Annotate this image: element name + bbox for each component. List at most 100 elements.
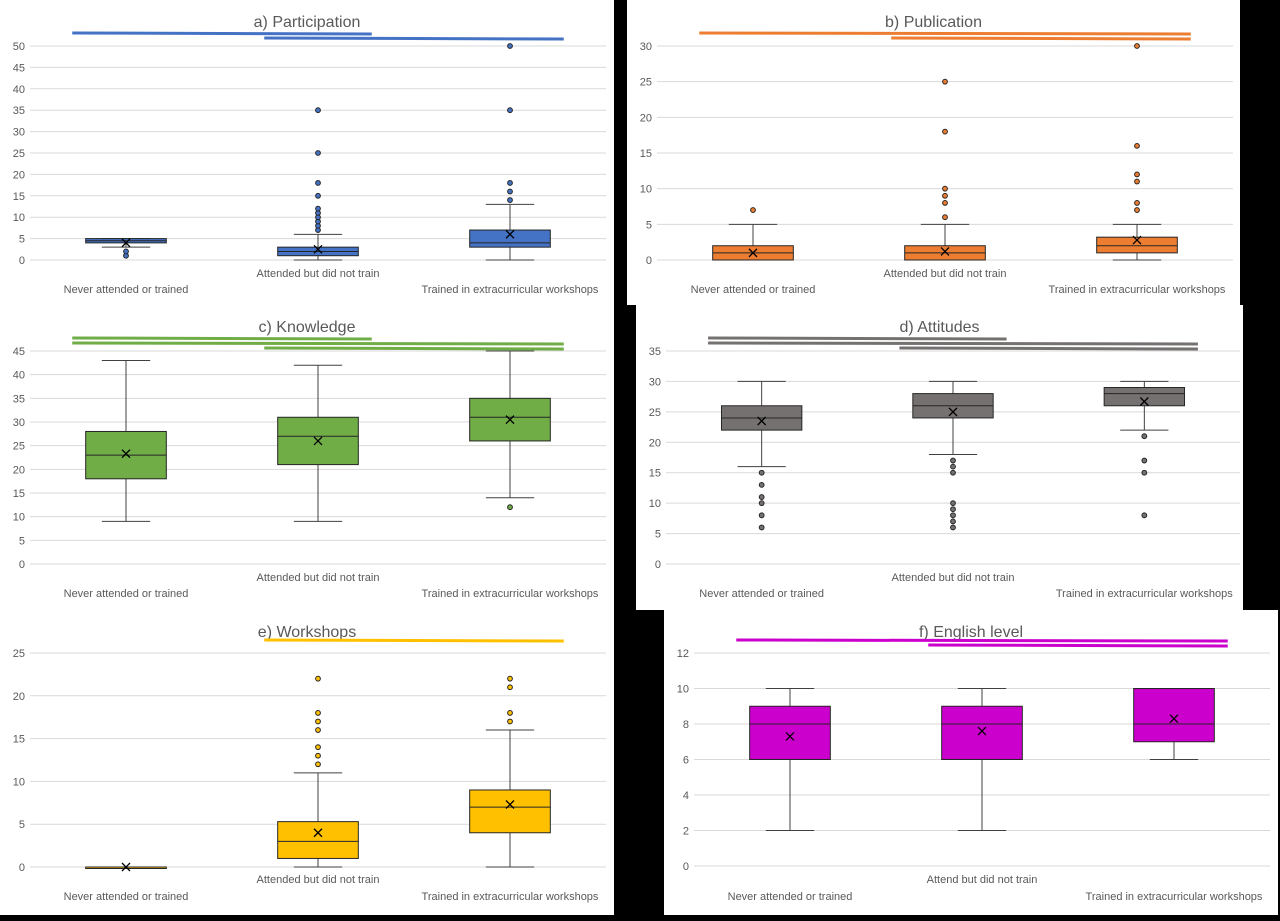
significance-line (72, 31, 372, 36)
outlier-point (758, 469, 765, 476)
y-tick-label: 50 (13, 41, 25, 53)
y-tick-label: 25 (640, 77, 652, 89)
box-1 (85, 238, 167, 259)
outlier-point (758, 481, 765, 488)
category-label: Attended but did not train (257, 874, 380, 886)
box-body (941, 705, 1023, 760)
box-3 (469, 43, 551, 261)
y-tick-label: 12 (677, 648, 689, 660)
mean-marker (313, 436, 323, 446)
box-body (1133, 688, 1215, 743)
box-1 (85, 359, 167, 522)
outlier-point (315, 192, 321, 199)
y-tick-label: 35 (649, 346, 661, 358)
box-body (1096, 236, 1178, 254)
mean-marker (748, 248, 758, 258)
category-label: Attend but did not train (927, 874, 1038, 886)
panel-knowledge: c) Knowledge 0 5 10 15 20 25 30 35 40 45 Never atte… (0, 305, 614, 610)
mean-marker (313, 244, 323, 254)
y-tick-label: 5 (655, 529, 661, 541)
chart-title: c) Knowledge (259, 319, 356, 336)
y-tick-label: 30 (649, 376, 661, 388)
box-3 (1103, 380, 1186, 519)
y-tick-label: 5 (19, 535, 25, 547)
y-tick-label: 15 (13, 191, 25, 203)
category-label: Never attended or trained (64, 588, 189, 600)
outlier-point (1134, 178, 1140, 185)
box-body (1103, 387, 1186, 407)
chart-f-svg: f) English level 0 2 4 6 8 10 12 Never attended … (677, 624, 1270, 903)
category-label: Never attended or trained (64, 284, 189, 296)
outlier-point (507, 710, 513, 716)
category-label: Never attended or trained (64, 891, 189, 903)
outlier-point (950, 463, 956, 470)
box-3 (469, 675, 551, 868)
y-tick-label: 20 (13, 464, 25, 476)
y-tick-label: 15 (13, 488, 25, 500)
box-body (277, 821, 359, 859)
outlier-point (315, 718, 321, 725)
category-label: Trained in extracurricular workshops (1056, 588, 1233, 600)
outlier-point (315, 727, 321, 733)
outlier-point (950, 512, 956, 519)
y-tick-label: 25 (13, 648, 25, 660)
category-label: Trained in extracurricular workshops (422, 284, 599, 296)
box-2 (277, 107, 359, 261)
mean-marker (121, 449, 131, 459)
box-2 (941, 688, 1023, 831)
mean-marker (505, 800, 515, 809)
box-body (749, 705, 831, 760)
y-tick-label: 45 (13, 346, 25, 358)
outlier-point (507, 43, 513, 49)
mean-marker (1132, 235, 1142, 245)
chart-e-svg: e) Workshops 0 5 10 15 20 25 Never attended or … (13, 624, 606, 903)
y-tick-label: 0 (19, 862, 25, 874)
panel-attitudes: d) Attitudes 0 5 10 15 20 25 30 35 Never attended… (636, 305, 1243, 610)
chart-a-svg: a) Participation 0 5 10 15 20 25 30 35 40 45 50 Neve… (13, 14, 606, 296)
mean-marker (121, 238, 131, 248)
box-2 (912, 380, 994, 531)
y-tick-label: 5 (19, 234, 25, 246)
category-label: Attended but did not train (257, 268, 380, 280)
significance-line (264, 346, 564, 351)
y-tick-label: 15 (13, 734, 25, 746)
y-tick-label: 10 (649, 498, 661, 510)
chart-title: a) Participation (254, 14, 361, 31)
y-tick-label: 10 (640, 184, 652, 196)
outlier-point (942, 214, 948, 221)
outlier-point (1141, 457, 1148, 464)
chart-title: e) Workshops (258, 624, 356, 641)
outlier-point (507, 675, 513, 682)
outlier-point (315, 107, 321, 114)
significance-line (72, 341, 564, 346)
significance-line (72, 336, 372, 341)
y-tick-label: 10 (13, 212, 25, 224)
mean-marker (948, 407, 958, 417)
chart-d-svg: d) Attitudes 0 5 10 15 20 25 30 35 Never attended… (649, 319, 1240, 600)
significance-line (699, 31, 1191, 36)
y-tick-label: 15 (640, 148, 652, 160)
mean-marker (505, 415, 515, 425)
mean-marker (313, 828, 323, 838)
chart-title: d) Attitudes (899, 319, 979, 336)
y-tick-label: 30 (13, 127, 25, 139)
box-body (469, 229, 551, 248)
outlier-point (507, 718, 513, 725)
box-1 (712, 207, 794, 261)
significance-line (899, 346, 1198, 351)
y-tick-label: 10 (13, 776, 25, 788)
chart-title: f) English level (919, 624, 1023, 641)
outlier-point (942, 192, 948, 199)
outlier-point (507, 188, 513, 195)
outlier-point (507, 180, 513, 186)
y-tick-label: 20 (640, 112, 652, 124)
category-label: Trained in extracurricular workshops (1086, 891, 1263, 903)
outlier-point (950, 457, 956, 464)
mean-marker (977, 726, 987, 736)
outlier-point (123, 248, 129, 255)
y-tick-label: 10 (677, 684, 689, 696)
significance-line (891, 36, 1191, 41)
category-label: Trained in extracurricular workshops (422, 891, 599, 903)
outlier-point (315, 710, 321, 716)
outlier-point (315, 761, 321, 768)
